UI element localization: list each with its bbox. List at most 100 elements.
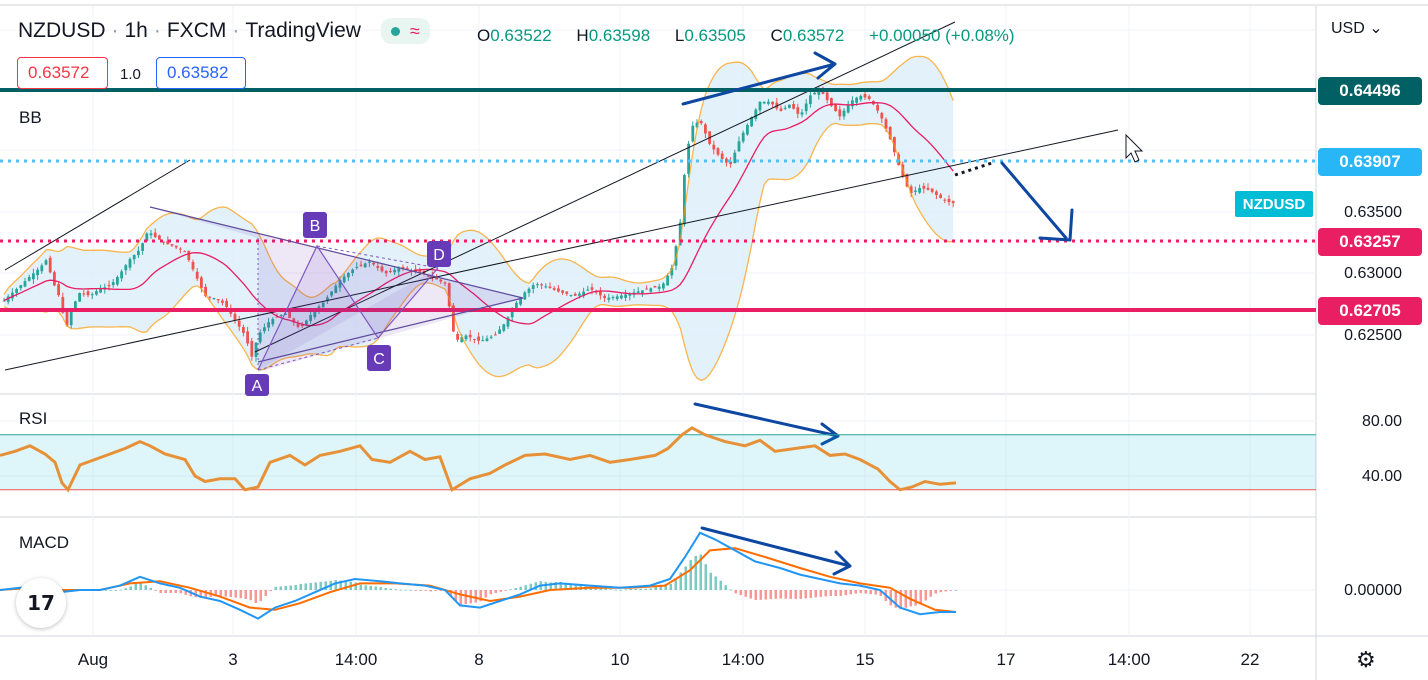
candle-body	[741, 132, 745, 142]
candle-body	[443, 282, 447, 284]
candle-body	[737, 141, 741, 152]
symbol-name[interactable]: NZDUSD	[18, 19, 106, 42]
macd-histogram-bar	[474, 590, 477, 603]
gear-icon[interactable]: ⚙	[1356, 647, 1376, 672]
candle-body	[918, 188, 921, 193]
pattern-label-d: D	[427, 241, 451, 267]
macd-histogram-bar	[159, 590, 162, 593]
candle-body	[683, 175, 686, 225]
candle-body	[590, 287, 594, 290]
price-axis-label: 0.63500	[1344, 204, 1402, 221]
macd-histogram-bar	[764, 590, 767, 600]
macd-histogram-bar	[214, 590, 217, 597]
macd-histogram-bar	[149, 588, 152, 590]
candle-body	[2, 300, 6, 302]
candle-body	[552, 288, 556, 290]
macd-histogram-bar	[239, 590, 242, 599]
candle-body	[250, 340, 254, 357]
macd-histogram-bar	[824, 590, 827, 597]
candle-body	[838, 109, 842, 117]
candle-body	[489, 336, 493, 338]
candle-body	[485, 338, 489, 342]
candle-body	[128, 259, 132, 268]
candle-body	[611, 297, 615, 299]
macd-histogram-bar	[104, 590, 107, 591]
macd-histogram-bar	[904, 590, 907, 608]
macd-indicator-label[interactable]: MACD	[19, 533, 70, 552]
candle-body	[704, 124, 707, 134]
time-axis-label: 14:00	[334, 650, 378, 669]
macd-histogram-bar	[854, 590, 857, 594]
candle-body	[271, 319, 275, 325]
candle-body	[544, 286, 548, 288]
macd-histogram-bar	[344, 581, 347, 590]
bb-fill-area	[4, 56, 954, 381]
macd-histogram-bar	[164, 590, 167, 593]
macd-histogram-bar	[409, 589, 412, 591]
sell-price-button[interactable]: 0.63572	[17, 57, 108, 89]
bb-basis-line	[3, 102, 954, 327]
time-axis-label: 8	[474, 650, 484, 669]
macd-axis-label: 0.00000	[1344, 582, 1402, 599]
macd-histogram-bar	[179, 590, 182, 594]
candle-body	[342, 276, 346, 283]
macd-histogram-bar	[369, 585, 372, 590]
candle-body	[338, 279, 342, 288]
harmonic-zigzag	[257, 244, 439, 371]
buy-price-button[interactable]: 0.63582	[156, 57, 246, 89]
high-value: 0.63598	[588, 26, 651, 45]
macd-histogram-bar	[259, 590, 262, 602]
candle-body	[204, 286, 207, 297]
candle-body	[930, 188, 934, 192]
candle-body	[846, 104, 850, 113]
currency-dropdown[interactable]: USD ⌄	[1331, 20, 1383, 37]
candle-body	[32, 273, 35, 280]
bb-indicator-label[interactable]: BB	[19, 108, 42, 127]
candle-body	[557, 288, 560, 292]
interval-label[interactable]: 1h	[124, 19, 148, 42]
candle-body	[830, 98, 833, 106]
candle-body	[767, 101, 770, 104]
candle-body	[615, 296, 619, 300]
candle-body	[431, 276, 434, 278]
wave-icon: ≈	[409, 20, 420, 41]
macd-histogram-bar	[129, 586, 132, 590]
annotation-arrows	[681, 51, 1074, 576]
pattern-label-d-text: D	[433, 247, 445, 264]
candle-body	[695, 122, 699, 128]
market-status-pill[interactable]: ≈	[380, 18, 430, 44]
price-axis-label: 0.62500	[1344, 327, 1402, 344]
candle-body	[132, 254, 136, 260]
rsi-indicator-label[interactable]: RSI	[19, 409, 48, 428]
candle-body	[145, 233, 149, 242]
pattern-label-c-text: C	[373, 351, 385, 368]
candle-body	[792, 104, 795, 109]
bollinger-band-fill	[4, 56, 954, 381]
macd-histogram-bar	[504, 590, 507, 591]
candle-body	[582, 291, 585, 297]
macd-histogram-bar	[479, 590, 482, 602]
price-levels	[0, 88, 1316, 312]
candle-body	[179, 248, 182, 250]
macd-histogram-bar	[304, 583, 307, 590]
macd-histogram-bar	[404, 589, 407, 591]
candle-body	[11, 292, 14, 299]
candle-body	[216, 299, 220, 301]
candle-body	[725, 158, 728, 163]
candle-body	[347, 273, 350, 278]
macd-histogram-bar	[869, 590, 872, 595]
triangle-pattern-fill	[150, 207, 523, 372]
candle-body	[783, 107, 787, 109]
rsi-axis-label: 40.00	[1361, 468, 1402, 485]
tradingview-logo[interactable]: 17	[16, 578, 66, 628]
quantity-value[interactable]: 1.0	[120, 66, 141, 83]
candle-body	[242, 327, 245, 333]
macd-histogram-bar	[689, 560, 692, 590]
candle-body	[788, 104, 791, 108]
candle-body	[141, 243, 144, 251]
candle-body	[804, 103, 808, 112]
change-value: +0.00050 (+0.08%)	[869, 26, 1015, 45]
candle-body	[813, 92, 816, 95]
macd-histogram-bar	[949, 590, 952, 591]
